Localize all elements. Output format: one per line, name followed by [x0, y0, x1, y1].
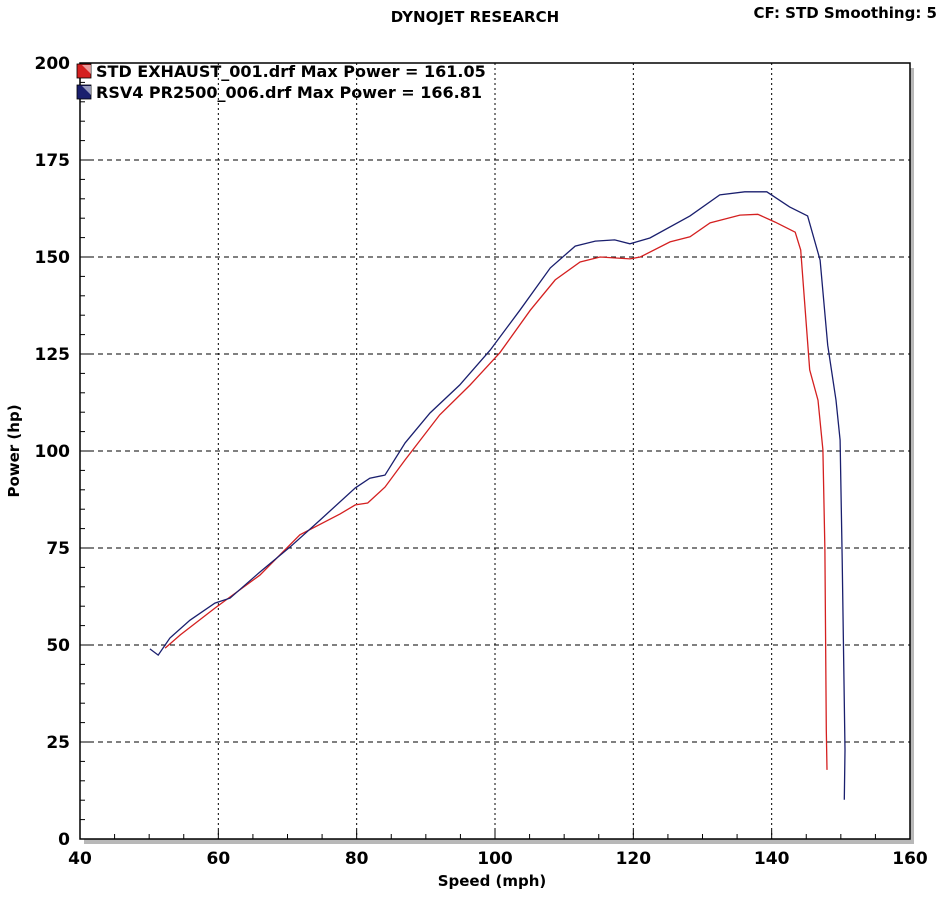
series-line-0: [164, 213, 828, 770]
y-tick-label: 100: [35, 442, 71, 462]
series-line-1: [149, 191, 846, 800]
series-lines: [149, 191, 846, 800]
x-tick-label: 120: [616, 849, 652, 869]
x-tick-label: 100: [477, 849, 513, 869]
x-tick-label: 160: [892, 849, 928, 869]
y-tick-label: 25: [46, 733, 70, 753]
axis-ticks: 0 25 50 75 100 125 150 175 200 40 60 80 100 120 140 160: [35, 54, 928, 869]
y-tick-label: 150: [35, 248, 71, 268]
settings-readout: CF: STD Smoothing: 5: [754, 4, 937, 22]
x-tick-label: 40: [68, 849, 92, 869]
y-tick-label: 175: [35, 151, 71, 171]
legend-swatch-highlight: [82, 65, 91, 74]
y-axis-label: Power (hp): [5, 404, 23, 497]
grid: [80, 63, 910, 839]
legend-entry: STD EXHAUST_001.drf Max Power = 161.05: [96, 62, 486, 81]
y-tick-label: 200: [35, 54, 71, 74]
y-tick-label: 0: [58, 830, 70, 850]
legend-entry: RSV4 PR2500_006.drf Max Power = 166.81: [96, 83, 482, 102]
x-tick-label: 80: [345, 849, 369, 869]
x-tick-label: 60: [206, 849, 230, 869]
y-tick-label: 125: [35, 345, 71, 365]
y-tick-label: 50: [46, 636, 70, 656]
x-tick-label: 140: [754, 849, 790, 869]
legend-swatch-highlight: [82, 86, 91, 95]
y-tick-label: 75: [46, 539, 70, 559]
x-axis-label: Speed (mph): [438, 872, 547, 890]
chart-title: DYNOJET RESEARCH: [391, 8, 559, 26]
legend: STD EXHAUST_001.drf Max Power = 161.05 RS…: [76, 62, 486, 102]
